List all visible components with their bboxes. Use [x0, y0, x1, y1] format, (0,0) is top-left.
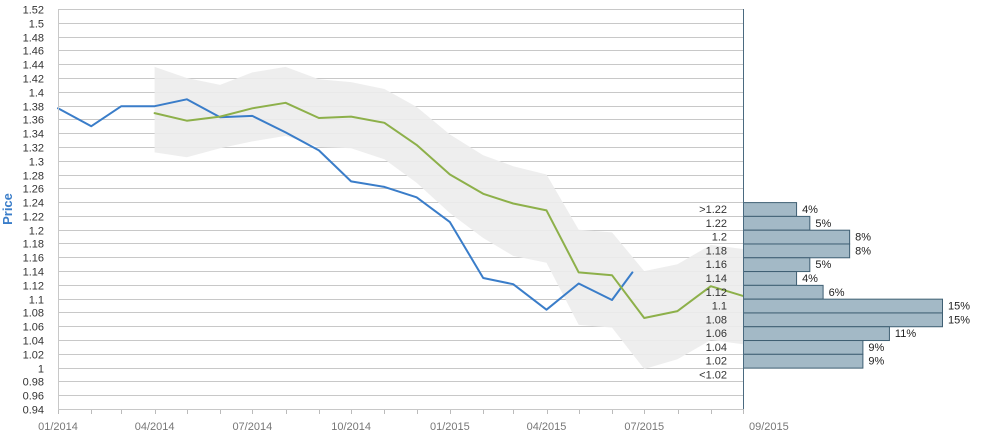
actual-price-line: [57, 98, 634, 311]
histogram-percent-label: 9%: [868, 342, 884, 354]
x-tick-label: 01/2014: [38, 421, 78, 433]
y-tick-label: 0.98: [23, 377, 44, 389]
x-tick-label: 10/2014: [331, 421, 371, 433]
histogram-bucket-label: 1.14: [706, 273, 727, 285]
histogram-bar: [743, 257, 811, 273]
x-tick-label: 04/2015: [527, 421, 567, 433]
y-tick-label: 1.4: [29, 88, 44, 100]
histogram-percent-label: 5%: [815, 259, 831, 271]
x-tick-label: 09/2015: [749, 421, 789, 433]
y-tick-label: 1.1: [29, 295, 44, 307]
histogram-percent-label: 6%: [829, 287, 845, 299]
histogram-percent-label: 4%: [802, 273, 818, 285]
histogram-bar: [743, 243, 851, 259]
grid: [58, 9, 743, 410]
histogram-percent-label: 8%: [855, 232, 871, 244]
y-tick-label: 1.34: [23, 129, 44, 141]
y-tick-label: 1.36: [23, 115, 44, 127]
y-tick-label: 0.96: [23, 391, 44, 403]
histogram-bucket-label: 1.18: [706, 245, 727, 257]
y-tick-label: 1.24: [23, 198, 44, 210]
y-tick-label: 1.26: [23, 184, 44, 196]
histogram-percent-label: 9%: [868, 356, 884, 368]
y-tick-label: 1.12: [23, 281, 44, 293]
histogram: [743, 202, 943, 369]
y-tick-label: 1.42: [23, 74, 44, 86]
y-tick-label: 1.04: [23, 336, 44, 348]
y-tick-label: 1.44: [23, 60, 44, 72]
y-tick-label: 1.3: [29, 157, 44, 169]
y-tick-label: 1.14: [23, 267, 44, 279]
histogram-bucket-label: 1.12: [706, 287, 727, 299]
forecast-band: [154, 66, 744, 370]
forecast-price-line: [153, 101, 744, 319]
y-tick-label: 1.48: [23, 33, 44, 45]
histogram-bar: [743, 353, 864, 369]
histogram-percent-label: 15%: [948, 301, 970, 313]
y-axis-title: Price: [0, 193, 15, 225]
histogram-bucket-label: 1.08: [706, 314, 727, 326]
y-tick-label: 0.94: [23, 405, 44, 417]
histogram-bucket-label: 1.02: [706, 356, 727, 368]
histogram-bucket-label: <1.02: [699, 370, 727, 382]
y-tick-label: 1.5: [29, 19, 44, 31]
y-tick-label: 1.2: [29, 226, 44, 238]
histogram-bar: [743, 298, 943, 314]
histogram-bar: [743, 284, 824, 300]
histogram-bucket-label: 1.04: [706, 342, 727, 354]
x-tick-label: 04/2014: [135, 421, 175, 433]
histogram-bucket-label: 1.1: [712, 301, 727, 313]
x-tick-labels: 01/2014 04/2014 07/2014 10/2014 01/2015 04/20…: [38, 421, 789, 433]
histogram-percent-label: 4%: [802, 204, 818, 216]
histogram-bar: [743, 340, 864, 355]
histogram-bar: [743, 312, 943, 328]
x-tick-label: 01/2015: [430, 421, 470, 433]
x-tick-label: 07/2014: [232, 421, 272, 433]
histogram-bar: [743, 326, 890, 342]
forecast-confidence-band: [154, 66, 744, 370]
histogram-percent-label: 11%: [895, 328, 916, 340]
histogram-bucket-label: 1.22: [706, 218, 727, 230]
y-tick-label: 1.32: [23, 143, 44, 155]
histogram-bar: [743, 202, 798, 217]
y-tick-label: 1.28: [23, 171, 44, 183]
histogram-percent-label: 5%: [815, 218, 831, 230]
x-tick-label: 07/2015: [624, 421, 664, 433]
histogram-bucket-label: >1.22: [699, 204, 727, 216]
series-lines: [57, 98, 744, 319]
histogram-bucket-label: 1.06: [706, 328, 727, 340]
y-tick-label: 1.02: [23, 350, 44, 362]
histogram-labels: 4% >1.22 5% 1.22 8% 1.2 8% 1.18 5% 1.16 4% 1.14 6% 1.…: [699, 204, 970, 382]
y-tick-label: 1.06: [23, 322, 44, 334]
y-tick-label: 1.18: [23, 239, 44, 251]
y-tick-label: 1.16: [23, 253, 44, 265]
histogram-bar: [743, 229, 851, 245]
histogram-bar: [743, 271, 798, 286]
histogram-bar: [743, 215, 811, 231]
histogram-bucket-label: 1.16: [706, 259, 727, 271]
y-tick-label: 1.08: [23, 308, 44, 320]
y-tick-label: 1.22: [23, 212, 44, 224]
y-tick-label: 1: [38, 364, 44, 376]
histogram-percent-label: 8%: [855, 245, 871, 257]
histogram-percent-label: 15%: [948, 314, 970, 326]
axes: [58, 9, 744, 414]
histogram-bucket-label: 1.2: [712, 232, 727, 244]
y-tick-label: 1.46: [23, 46, 44, 58]
y-tick-labels: 0.94 0.96 0.981 1.02 1.04 1.06 1.081.1 1.12 1.14…: [23, 5, 44, 417]
y-tick-label: 1.38: [23, 102, 44, 114]
y-tick-label: 1.52: [23, 5, 44, 17]
